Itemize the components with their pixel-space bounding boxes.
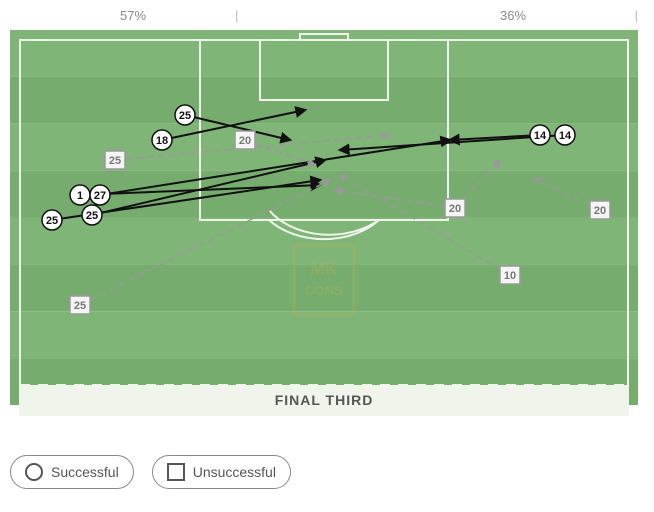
svg-text:25: 25 — [86, 210, 98, 222]
svg-text:27: 27 — [94, 190, 106, 202]
svg-text:MK: MK — [310, 259, 338, 279]
legend-successful-label: Successful — [51, 464, 119, 480]
legend-unsuccessful: Unsuccessful — [152, 455, 291, 489]
svg-text:10: 10 — [504, 270, 516, 282]
legend-successful: Successful — [10, 455, 134, 489]
legend: Successful Unsuccessful — [10, 455, 291, 489]
svg-text:1: 1 — [77, 190, 83, 202]
svg-text:14: 14 — [559, 130, 572, 142]
svg-text:25: 25 — [109, 155, 121, 167]
svg-text:DONS: DONS — [305, 283, 343, 298]
zone-divider: | — [235, 8, 238, 23]
svg-text:18: 18 — [156, 135, 168, 147]
circle-icon — [25, 463, 43, 481]
zone-percentage-bar: 57% | 36% | — [10, 0, 638, 30]
svg-text:20: 20 — [594, 205, 606, 217]
svg-text:20: 20 — [449, 203, 461, 215]
left-zone-pct: 57% — [120, 8, 146, 23]
zone-end-tick: | — [635, 8, 638, 23]
right-zone-pct: 36% — [500, 8, 526, 23]
square-icon — [167, 463, 185, 481]
svg-text:25: 25 — [46, 215, 58, 227]
legend-unsuccessful-label: Unsuccessful — [193, 464, 276, 480]
svg-text:25: 25 — [74, 300, 86, 312]
pitch-diagram: FINAL THIRD MK DONS 25 18 14 14 1 27 25 25 25 20 20 20… — [10, 30, 638, 425]
svg-text:25: 25 — [179, 110, 191, 122]
svg-text:20: 20 — [239, 135, 251, 147]
svg-text:14: 14 — [534, 130, 547, 142]
svg-text:FINAL THIRD: FINAL THIRD — [275, 392, 374, 408]
